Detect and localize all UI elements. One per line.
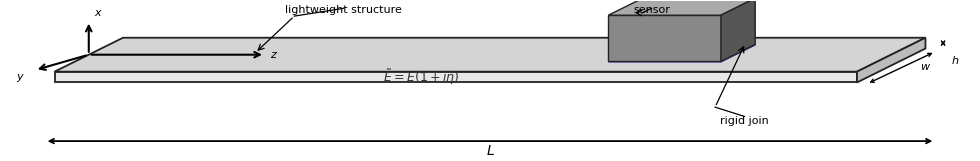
Polygon shape — [609, 0, 756, 15]
Text: $x$: $x$ — [94, 8, 103, 18]
Polygon shape — [609, 44, 756, 62]
Polygon shape — [609, 15, 721, 62]
Text: $L$: $L$ — [485, 144, 495, 158]
Text: $z$: $z$ — [270, 50, 278, 60]
Text: rigid join: rigid join — [720, 116, 769, 126]
Polygon shape — [721, 0, 756, 62]
Polygon shape — [55, 72, 857, 82]
Text: sensor: sensor — [633, 5, 670, 15]
Polygon shape — [857, 38, 925, 82]
Text: $w$: $w$ — [919, 62, 931, 72]
Text: $\tilde{E} = E(1+i\eta)$: $\tilde{E} = E(1+i\eta)$ — [383, 67, 460, 87]
Text: $y$: $y$ — [17, 72, 25, 84]
Polygon shape — [55, 38, 925, 72]
Text: lightweight structure: lightweight structure — [285, 5, 402, 15]
Text: $h$: $h$ — [951, 54, 959, 66]
